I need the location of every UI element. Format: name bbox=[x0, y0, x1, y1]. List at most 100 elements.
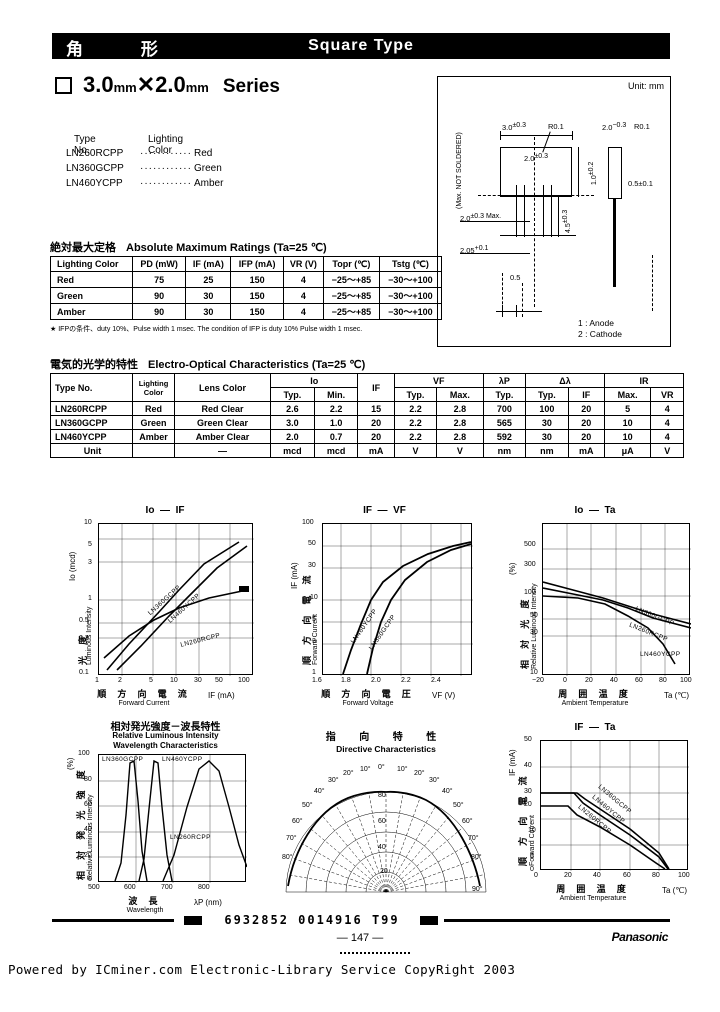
cell-type: LN460YCPP bbox=[50, 429, 133, 444]
pin-1-label: 1 : Anode bbox=[578, 318, 614, 328]
x-tick: 1.8 bbox=[341, 677, 351, 684]
angle-tick-l: 80° bbox=[282, 854, 293, 861]
sub-lp-typ: Typ. bbox=[482, 387, 527, 402]
bottom-detail-line bbox=[496, 311, 542, 312]
x-axis-label: 周 囲 温 度 Ambient Temperature bbox=[558, 690, 632, 707]
leader-dots: ············ bbox=[140, 178, 192, 189]
cell-lens: Green Clear bbox=[174, 415, 271, 430]
col-lighting-color: Lighting Color bbox=[132, 373, 175, 402]
bottom-detail-tick1 bbox=[502, 305, 503, 317]
graph-title-jp: 相対発光強度－波長特性 bbox=[110, 722, 221, 733]
dim-side-thickness: 2.0−0.3 bbox=[602, 122, 627, 132]
y-axis-label-en: Luminous Intensity bbox=[86, 606, 93, 665]
type-number: LN360GCPP bbox=[66, 163, 124, 174]
footer-code: 6932852 0014916 T99 bbox=[224, 913, 400, 927]
cell-io-min: 2.2 bbox=[313, 401, 359, 416]
x-tick: 20 bbox=[585, 677, 593, 684]
cell: 4 bbox=[282, 303, 324, 320]
cell-if: 15 bbox=[357, 401, 395, 416]
cell-io-typ: 3.0 bbox=[270, 415, 315, 430]
graph-directive: 指 向 特 性 Directive Characteristics bbox=[272, 720, 500, 915]
x-tick: 80 bbox=[652, 872, 660, 879]
cell: 150 bbox=[230, 303, 284, 320]
body-top-edge bbox=[500, 147, 572, 148]
y-tick: 3 bbox=[88, 559, 92, 566]
dim-depth: 2.0±0.3 bbox=[524, 153, 549, 163]
y-tick: 1 bbox=[312, 669, 316, 676]
cell-dl-if: 20 bbox=[567, 415, 605, 430]
cell-dl-typ: 30 bbox=[525, 429, 569, 444]
cell-ir-max: 5 bbox=[603, 401, 652, 416]
graph-title: IF — VF bbox=[363, 505, 406, 516]
cell: 4 bbox=[282, 287, 324, 304]
unit-cell: mcd bbox=[313, 443, 359, 458]
cell-lp: 565 bbox=[482, 415, 527, 430]
plot-svg bbox=[542, 524, 692, 676]
angle-tick: 30° bbox=[429, 777, 440, 784]
page-title-bar: 角 形 Square Type bbox=[52, 33, 670, 60]
y-tick: 5 bbox=[88, 541, 92, 548]
center-dash-v bbox=[534, 137, 535, 307]
angle-tick: 0° bbox=[378, 764, 385, 771]
y-tick: 50 bbox=[308, 540, 316, 547]
cell-lp: 700 bbox=[482, 401, 527, 416]
x-tick: 2.4 bbox=[431, 677, 441, 684]
x-tick: 60 bbox=[635, 677, 643, 684]
y-tick: 10 bbox=[530, 669, 538, 676]
x-tick: 2.2 bbox=[401, 677, 411, 684]
plot-area bbox=[98, 754, 248, 883]
page-title-en: Square Type bbox=[308, 37, 414, 54]
bottom-dash-v1 bbox=[502, 273, 503, 309]
center-dash-h bbox=[478, 195, 594, 196]
unit-cell: nm bbox=[482, 443, 527, 458]
radial-tick: 60 bbox=[378, 818, 386, 825]
x-axis-label: 周 囲 温 度 Ambient Temperature bbox=[556, 885, 630, 902]
angle-tick-l: 20° bbox=[343, 770, 354, 777]
y-axis-symbol: Io (mcd) bbox=[68, 551, 77, 581]
dim-h1: 1.0±0.2 bbox=[588, 161, 598, 185]
x-tick: 0 bbox=[534, 872, 538, 879]
graph-title: IF — Ta bbox=[574, 722, 616, 733]
x-tick: −20 bbox=[532, 677, 544, 684]
series-unit-2: mm bbox=[185, 80, 209, 95]
table-header-row-1: Type No. Lighting Color Lens Color Io IF… bbox=[50, 373, 685, 402]
cell-type: LN360GCPP bbox=[50, 415, 133, 430]
y-tick: 30 bbox=[524, 788, 532, 795]
lighting-color: Amber bbox=[194, 178, 224, 189]
dim-tick-right bbox=[572, 131, 573, 140]
col-ir: IR bbox=[603, 373, 685, 388]
x-tick: 500 bbox=[88, 884, 100, 891]
lighting-color: Red bbox=[194, 148, 213, 159]
plot-area bbox=[540, 740, 689, 871]
footer-rule-right bbox=[444, 919, 670, 922]
cell-ir-vr: 4 bbox=[650, 415, 684, 430]
series-size-1: 3.0 bbox=[83, 72, 114, 97]
x-tick: 100 bbox=[680, 677, 692, 684]
col-if: IF bbox=[357, 373, 395, 402]
watermark-text: Powered by ICminer.com Electronic-Librar… bbox=[8, 962, 516, 977]
col-topr: Topr (℃) bbox=[322, 256, 380, 272]
eo-heading-en: Electro-Optical Characteristics (Ta=25 ℃… bbox=[148, 359, 366, 371]
angle-tick: 40° bbox=[442, 788, 453, 795]
y-axis-symbol: IF (mA) bbox=[290, 562, 299, 589]
angle-tick-l: 60° bbox=[292, 818, 303, 825]
dim-lead: 2.05+0.1 bbox=[460, 245, 489, 255]
table-row: LN360GCPP Green Green Clear 3.0 1.0 20 2… bbox=[50, 415, 684, 430]
sub-vf-max: Max. bbox=[436, 387, 484, 402]
y-tick: 300 bbox=[524, 561, 536, 568]
y-tick: 0.5 bbox=[79, 617, 89, 624]
x-tick: 10 bbox=[170, 677, 178, 684]
dim-line-h1 bbox=[578, 147, 579, 197]
col-ifp: IFP (mA) bbox=[230, 256, 284, 272]
table-row: LN260RCPP Red Red Clear 2.6 2.2 15 2.2 2… bbox=[50, 401, 684, 416]
cell: 4 bbox=[282, 271, 324, 288]
angle-tick: 70° bbox=[468, 835, 479, 842]
directivity-curve bbox=[287, 790, 481, 887]
y-tick: 10 bbox=[528, 827, 536, 834]
col-pd: PD (mW) bbox=[131, 256, 187, 272]
x-axis-symbol: IF (mA) bbox=[208, 691, 235, 700]
cell: Red bbox=[50, 271, 133, 288]
sub-dl-if: IF bbox=[567, 387, 605, 402]
x-tick: 80 bbox=[659, 677, 667, 684]
cell-vf-max: 2.8 bbox=[436, 429, 484, 444]
